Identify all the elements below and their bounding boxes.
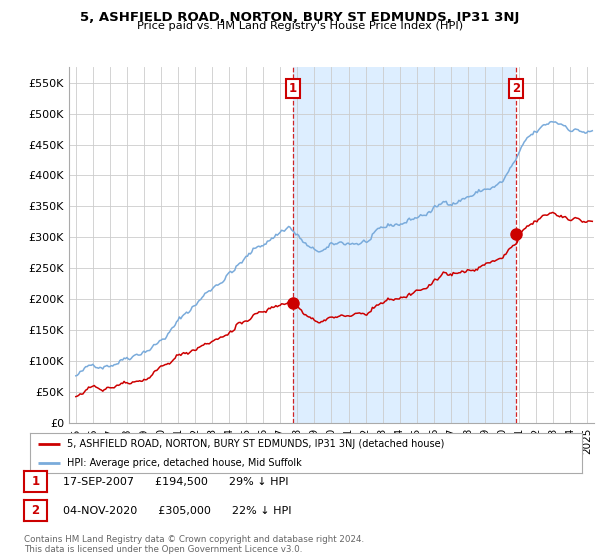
Text: 2: 2 <box>31 504 40 517</box>
Text: 2: 2 <box>512 82 520 95</box>
Text: Price paid vs. HM Land Registry's House Price Index (HPI): Price paid vs. HM Land Registry's House … <box>137 21 463 31</box>
Text: 04-NOV-2020      £305,000      22% ↓ HPI: 04-NOV-2020 £305,000 22% ↓ HPI <box>63 506 292 516</box>
Text: 5, ASHFIELD ROAD, NORTON, BURY ST EDMUNDS, IP31 3NJ: 5, ASHFIELD ROAD, NORTON, BURY ST EDMUND… <box>80 11 520 24</box>
Text: 1: 1 <box>289 82 296 95</box>
Text: HPI: Average price, detached house, Mid Suffolk: HPI: Average price, detached house, Mid … <box>67 458 302 468</box>
Text: Contains HM Land Registry data © Crown copyright and database right 2024.
This d: Contains HM Land Registry data © Crown c… <box>24 535 364 554</box>
Text: 5, ASHFIELD ROAD, NORTON, BURY ST EDMUNDS, IP31 3NJ (detached house): 5, ASHFIELD ROAD, NORTON, BURY ST EDMUND… <box>67 439 445 449</box>
Text: 17-SEP-2007      £194,500      29% ↓ HPI: 17-SEP-2007 £194,500 29% ↓ HPI <box>63 477 289 487</box>
Text: 1: 1 <box>31 475 40 488</box>
Bar <box>293 67 516 423</box>
